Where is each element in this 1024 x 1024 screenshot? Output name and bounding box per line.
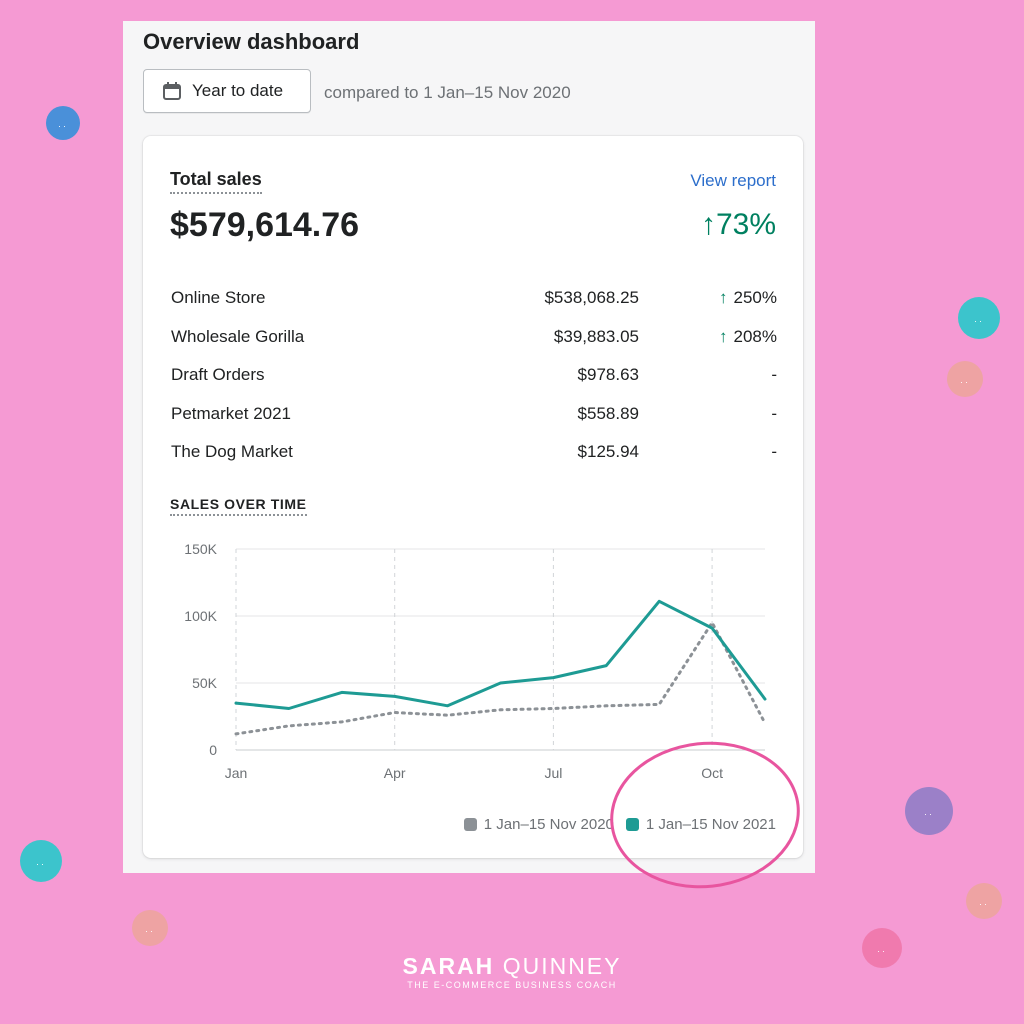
y-tick-label: 150K xyxy=(184,541,217,557)
date-range-button[interactable]: Year to date xyxy=(143,69,311,113)
channel-amount: $558.89 xyxy=(577,403,639,423)
channel-change: ↑ 208% xyxy=(719,326,777,346)
decorative-cart-dot: ·· xyxy=(20,840,62,882)
chart-legend: 1 Jan–15 Nov 2020 1 Jan–15 Nov 2021 xyxy=(452,816,776,833)
up-arrow-icon: ↑ xyxy=(719,326,728,346)
channel-change: - xyxy=(771,365,777,384)
channel-name: Petmarket 2021 xyxy=(171,403,292,423)
decorative-cart-dot: ·· xyxy=(132,910,168,946)
channel-change: - xyxy=(771,403,777,423)
brand-tagline: THE E-COMMERCE BUSINESS COACH xyxy=(407,980,617,990)
legend-swatch-2021 xyxy=(625,818,639,831)
total-sales-amount: $579,614.76 xyxy=(170,206,360,244)
y-tick-label: 50K xyxy=(192,675,218,691)
page-title: Overview dashboard xyxy=(143,29,360,54)
channel-amount: $39,883.05 xyxy=(553,326,639,346)
sales-channel-list: Online Store $538,068.25 ↑ 250% Wholesale… xyxy=(171,282,777,475)
decorative-cart-dot: ·· xyxy=(958,297,1000,339)
y-tick-label: 100K xyxy=(184,608,217,624)
total-sales-card: Total sales View report $579,614.76 ↑73%… xyxy=(143,136,803,858)
decorative-cart-dot: ·· xyxy=(862,928,902,968)
channel-amount: $538,068.25 xyxy=(544,288,639,307)
channel-row: The Dog Market $125.94 - xyxy=(171,436,777,475)
y-tick-label: 0 xyxy=(209,742,217,758)
channel-row: Wholesale Gorilla $39,883.05 ↑ 208% xyxy=(171,321,777,360)
calendar-icon xyxy=(163,82,181,100)
comparison-text: compared to 1 Jan–15 Nov 2020 xyxy=(324,83,571,102)
legend-item-2020: 1 Jan–15 Nov 2020 xyxy=(463,816,614,833)
channel-name: The Dog Market xyxy=(171,442,293,461)
brand-name: SARAH QUINNEY xyxy=(402,953,622,979)
decorative-cart-dot: ·· xyxy=(905,787,953,835)
channel-amount: $125.94 xyxy=(577,442,639,461)
dashboard-panel: Overview dashboard Year to date compared… xyxy=(123,21,815,873)
channel-row: Draft Orders $978.63 - xyxy=(171,359,777,398)
channel-change: ↑ 250% xyxy=(719,288,777,307)
channel-name: Online Store xyxy=(171,288,266,307)
channel-name: Draft Orders xyxy=(171,365,265,384)
up-arrow-icon: ↑ xyxy=(700,208,716,241)
x-tick-label: Jul xyxy=(544,765,562,781)
total-sales-title[interactable]: Total sales xyxy=(170,169,262,194)
x-tick-label: Jan xyxy=(225,765,248,781)
legend-swatch-2020 xyxy=(463,818,477,831)
channel-row: Online Store $538,068.25 ↑ 250% xyxy=(171,282,777,321)
legend-label-2020: 1 Jan–15 Nov 2020 xyxy=(483,816,614,833)
view-report-link[interactable]: View report xyxy=(690,171,776,190)
date-range-label: Year to date xyxy=(192,81,284,100)
channel-change: - xyxy=(771,442,777,461)
decorative-cart-dot: ·· xyxy=(947,361,983,397)
channel-name: Wholesale Gorilla xyxy=(171,326,305,346)
sales-over-time-chart: 0 50K 100K 150K Jan Apr Jul Oct xyxy=(184,541,767,781)
up-arrow-icon: ↑ xyxy=(719,288,728,307)
channel-amount: $978.63 xyxy=(577,365,639,384)
total-sales-change: ↑73% xyxy=(700,208,776,241)
series-line-2020 xyxy=(234,621,767,736)
channel-row: Petmarket 2021 $558.89 - xyxy=(171,398,777,437)
legend-label-2021: 1 Jan–15 Nov 2021 xyxy=(645,816,776,833)
x-tick-label: Apr xyxy=(384,765,406,781)
decorative-cart-dot: ·· xyxy=(966,883,1002,919)
series-line-2021 xyxy=(234,599,767,710)
legend-item-2021: 1 Jan–15 Nov 2021 xyxy=(625,816,776,833)
decorative-cart-dot: ·· xyxy=(46,106,80,140)
sales-over-time-title[interactable]: SALES OVER TIME xyxy=(170,496,307,516)
x-tick-label: Oct xyxy=(701,765,723,781)
